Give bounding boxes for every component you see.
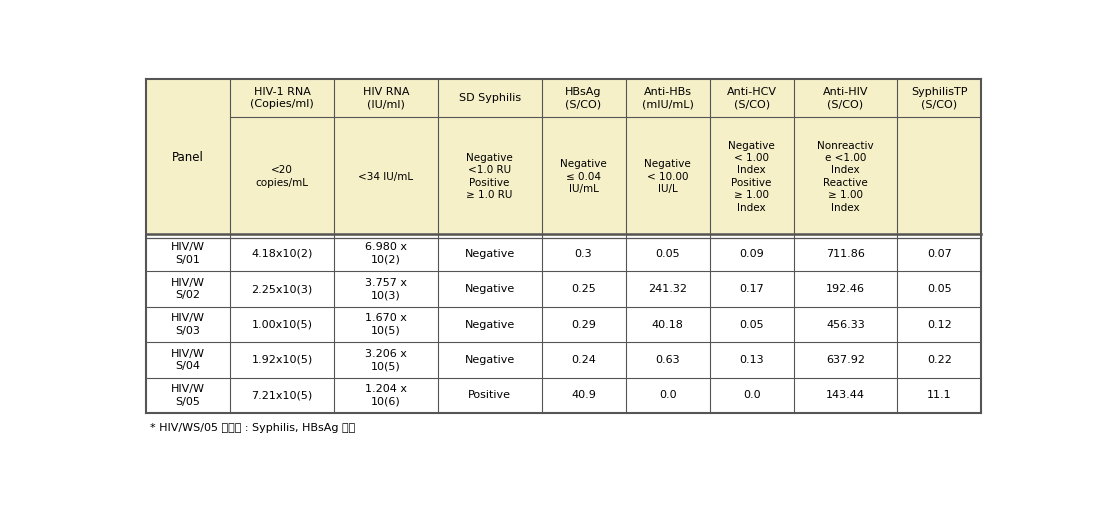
Text: 0.05: 0.05 xyxy=(739,320,763,329)
Text: * HIV/WS/05 표준품 : Syphilis, HBsAg 양성: * HIV/WS/05 표준품 : Syphilis, HBsAg 양성 xyxy=(151,423,355,433)
Text: 0.05: 0.05 xyxy=(656,248,680,259)
Text: HIV/W
S/02: HIV/W S/02 xyxy=(170,278,205,300)
Text: 241.32: 241.32 xyxy=(648,284,688,294)
Text: 1.92x10(5): 1.92x10(5) xyxy=(251,355,312,365)
Text: 1.00x10(5): 1.00x10(5) xyxy=(252,320,312,329)
Text: 0.12: 0.12 xyxy=(927,320,952,329)
Text: 0.29: 0.29 xyxy=(571,320,596,329)
Text: Negative: Negative xyxy=(464,284,515,294)
Text: HIV/W
S/03: HIV/W S/03 xyxy=(170,313,205,336)
Text: 0.22: 0.22 xyxy=(927,355,952,365)
Text: Anti-HCV
(S/CO): Anti-HCV (S/CO) xyxy=(727,87,777,109)
Text: 40.9: 40.9 xyxy=(571,390,596,401)
Text: HBsAg
(S/CO): HBsAg (S/CO) xyxy=(565,87,602,109)
Text: HIV/W
S/01: HIV/W S/01 xyxy=(170,243,205,265)
Text: 2.25x10(3): 2.25x10(3) xyxy=(251,284,312,294)
Text: 0.3: 0.3 xyxy=(574,248,592,259)
Text: Negative
≤ 0.04
IU/mL: Negative ≤ 0.04 IU/mL xyxy=(560,159,607,194)
Text: 0.0: 0.0 xyxy=(742,390,760,401)
Text: Negative
< 1.00
Index
Positive
≥ 1.00
Index: Negative < 1.00 Index Positive ≥ 1.00 In… xyxy=(728,141,776,213)
Text: 0.63: 0.63 xyxy=(656,355,680,365)
Text: Anti-HIV
(S/CO): Anti-HIV (S/CO) xyxy=(823,87,868,109)
Text: 4.18x10(2): 4.18x10(2) xyxy=(251,248,312,259)
Text: 637.92: 637.92 xyxy=(826,355,865,365)
Text: Panel: Panel xyxy=(172,151,204,164)
Text: 0.09: 0.09 xyxy=(739,248,764,259)
Text: <34 IU/mL: <34 IU/mL xyxy=(359,172,414,181)
Text: 0.13: 0.13 xyxy=(739,355,763,365)
Text: Positive: Positive xyxy=(469,390,512,401)
Text: Negative: Negative xyxy=(464,248,515,259)
Text: HIV-1 RNA
(Copies/ml): HIV-1 RNA (Copies/ml) xyxy=(250,87,314,109)
Text: 3.757 x
10(3): 3.757 x 10(3) xyxy=(365,278,407,300)
Text: 0.17: 0.17 xyxy=(739,284,764,294)
Text: Negative: Negative xyxy=(464,320,515,329)
Text: HIV RNA
(IU/ml): HIV RNA (IU/ml) xyxy=(363,87,409,109)
Bar xyxy=(146,271,981,307)
Text: HIV/W
S/05: HIV/W S/05 xyxy=(170,384,205,406)
Text: 3.206 x
10(5): 3.206 x 10(5) xyxy=(365,349,407,371)
Text: 711.86: 711.86 xyxy=(826,248,865,259)
Text: 11.1: 11.1 xyxy=(927,390,952,401)
Text: 0.25: 0.25 xyxy=(571,284,596,294)
Text: 6.980 x
10(2): 6.980 x 10(2) xyxy=(365,243,407,265)
Text: Negative: Negative xyxy=(464,355,515,365)
Text: Anti-HBs
(mIU/mL): Anti-HBs (mIU/mL) xyxy=(641,87,693,109)
Bar xyxy=(146,307,981,342)
Text: <20
copies/mL: <20 copies/mL xyxy=(255,165,308,188)
Text: SyphilisTP
(S/CO): SyphilisTP (S/CO) xyxy=(911,87,968,109)
Text: Negative
<1.0 RU
Positive
≥ 1.0 RU: Negative <1.0 RU Positive ≥ 1.0 RU xyxy=(466,153,513,200)
Bar xyxy=(146,342,981,378)
Text: 0.0: 0.0 xyxy=(659,390,676,401)
Text: 1.670 x
10(5): 1.670 x 10(5) xyxy=(365,313,407,336)
Text: 192.46: 192.46 xyxy=(826,284,865,294)
Text: 0.24: 0.24 xyxy=(571,355,596,365)
Text: 40.18: 40.18 xyxy=(651,320,683,329)
Text: Negative
< 10.00
IU/L: Negative < 10.00 IU/L xyxy=(645,159,691,194)
Text: HIV/W
S/04: HIV/W S/04 xyxy=(170,349,205,371)
Text: SD Syphilis: SD Syphilis xyxy=(459,93,520,103)
Text: 1.204 x
10(6): 1.204 x 10(6) xyxy=(365,384,407,406)
Text: 7.21x10(5): 7.21x10(5) xyxy=(251,390,312,401)
Text: 0.07: 0.07 xyxy=(927,248,952,259)
Text: 143.44: 143.44 xyxy=(826,390,865,401)
Bar xyxy=(146,79,981,117)
Text: 456.33: 456.33 xyxy=(826,320,865,329)
Bar xyxy=(146,236,981,271)
Text: Nonreactiv
e <1.00
Index
Reactive
≥ 1.00
Index: Nonreactiv e <1.00 Index Reactive ≥ 1.00… xyxy=(817,141,873,213)
Bar xyxy=(146,378,981,413)
Text: 0.05: 0.05 xyxy=(927,284,952,294)
